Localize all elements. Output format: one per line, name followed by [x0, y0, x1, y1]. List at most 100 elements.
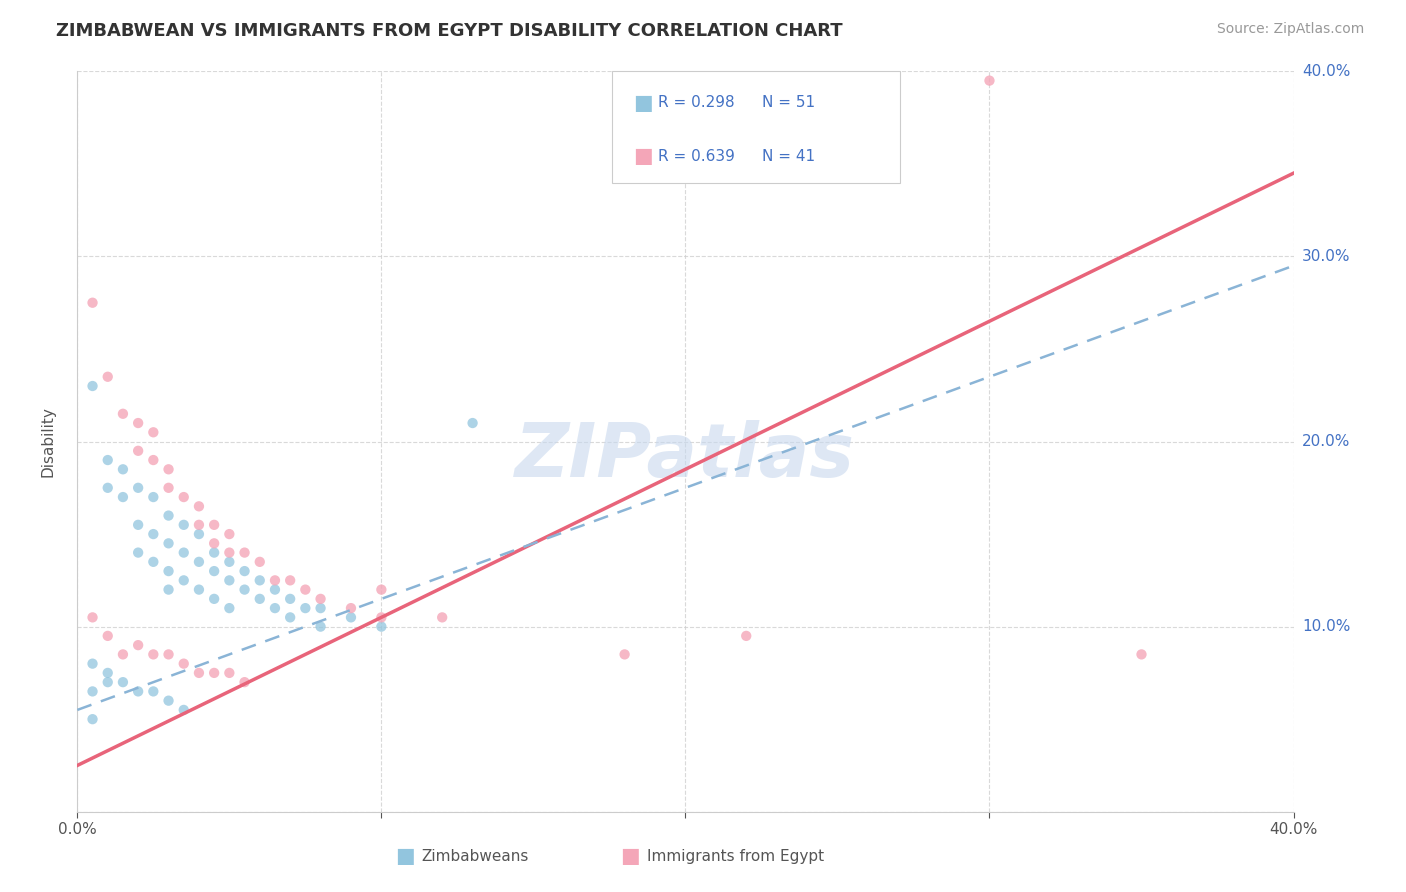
Point	[461, 416, 484, 430]
Point	[142, 684, 165, 698]
Point	[157, 582, 180, 597]
Point	[294, 601, 316, 615]
Text: ■: ■	[620, 847, 640, 866]
Point	[157, 508, 180, 523]
Point	[127, 416, 149, 430]
Point	[82, 610, 104, 624]
Point	[1130, 648, 1153, 662]
Point	[173, 517, 195, 532]
Point	[340, 610, 363, 624]
Point	[249, 555, 271, 569]
Text: ZIPatlas: ZIPatlas	[516, 420, 855, 493]
Point	[188, 517, 211, 532]
Point	[142, 490, 165, 504]
Point	[218, 574, 240, 588]
Point	[264, 574, 287, 588]
Point	[218, 601, 240, 615]
Point	[979, 73, 1001, 87]
Point	[202, 564, 225, 578]
Point	[202, 591, 225, 606]
Point	[127, 545, 149, 560]
Point	[278, 610, 301, 624]
Text: R = 0.298: R = 0.298	[658, 95, 734, 110]
Point	[173, 490, 195, 504]
Point	[157, 564, 180, 578]
Text: Zimbabweans: Zimbabweans	[422, 849, 529, 863]
Point	[173, 574, 195, 588]
Point	[278, 574, 301, 588]
Point	[142, 555, 165, 569]
Point	[202, 665, 225, 680]
Point	[233, 545, 256, 560]
Point	[82, 379, 104, 393]
Point	[157, 536, 180, 550]
Point	[202, 536, 225, 550]
Text: ZIMBABWEAN VS IMMIGRANTS FROM EGYPT DISABILITY CORRELATION CHART: ZIMBABWEAN VS IMMIGRANTS FROM EGYPT DISA…	[56, 22, 842, 40]
Text: N = 41: N = 41	[762, 149, 815, 163]
Point	[249, 574, 271, 588]
Point	[188, 555, 211, 569]
Text: 30.0%: 30.0%	[1302, 249, 1350, 264]
Text: 10.0%: 10.0%	[1302, 619, 1350, 634]
Point	[111, 407, 134, 421]
Point	[370, 619, 392, 633]
Text: 40.0%: 40.0%	[1302, 64, 1350, 78]
Point	[142, 527, 165, 541]
Point	[82, 295, 104, 310]
Point	[309, 619, 332, 633]
Point	[218, 545, 240, 560]
Point	[142, 425, 165, 440]
Point	[309, 601, 332, 615]
Point	[111, 490, 134, 504]
Point	[111, 675, 134, 690]
Point	[127, 517, 149, 532]
Text: N = 51: N = 51	[762, 95, 815, 110]
Point	[97, 675, 120, 690]
Point	[82, 684, 104, 698]
Point	[294, 582, 316, 597]
Point	[309, 591, 332, 606]
Point	[97, 453, 120, 467]
Point	[202, 517, 225, 532]
Point	[202, 545, 225, 560]
Point	[249, 591, 271, 606]
Point	[430, 610, 453, 624]
Point	[127, 684, 149, 698]
Point	[157, 481, 180, 495]
Point	[157, 648, 180, 662]
Point	[370, 610, 392, 624]
Point	[127, 638, 149, 652]
Text: Immigrants from Egypt: Immigrants from Egypt	[647, 849, 824, 863]
Point	[188, 582, 211, 597]
Text: ■: ■	[395, 847, 415, 866]
Point	[218, 555, 240, 569]
Point	[218, 527, 240, 541]
Point	[370, 582, 392, 597]
Point	[111, 648, 134, 662]
Point	[157, 694, 180, 708]
Point	[264, 601, 287, 615]
Point	[173, 545, 195, 560]
Text: ■: ■	[633, 146, 652, 166]
Point	[142, 648, 165, 662]
Text: R = 0.639: R = 0.639	[658, 149, 735, 163]
Point	[173, 703, 195, 717]
Point	[735, 629, 758, 643]
Point	[127, 443, 149, 458]
Y-axis label: Disability: Disability	[41, 406, 56, 477]
Point	[142, 453, 165, 467]
Point	[278, 591, 301, 606]
Point	[233, 675, 256, 690]
Point	[188, 665, 211, 680]
Text: ■: ■	[633, 93, 652, 112]
Text: Source: ZipAtlas.com: Source: ZipAtlas.com	[1216, 22, 1364, 37]
Point	[82, 657, 104, 671]
Point	[340, 601, 363, 615]
Point	[157, 462, 180, 476]
Point	[188, 527, 211, 541]
Point	[218, 665, 240, 680]
Point	[97, 369, 120, 384]
Point	[97, 665, 120, 680]
Point	[233, 582, 256, 597]
Point	[264, 582, 287, 597]
